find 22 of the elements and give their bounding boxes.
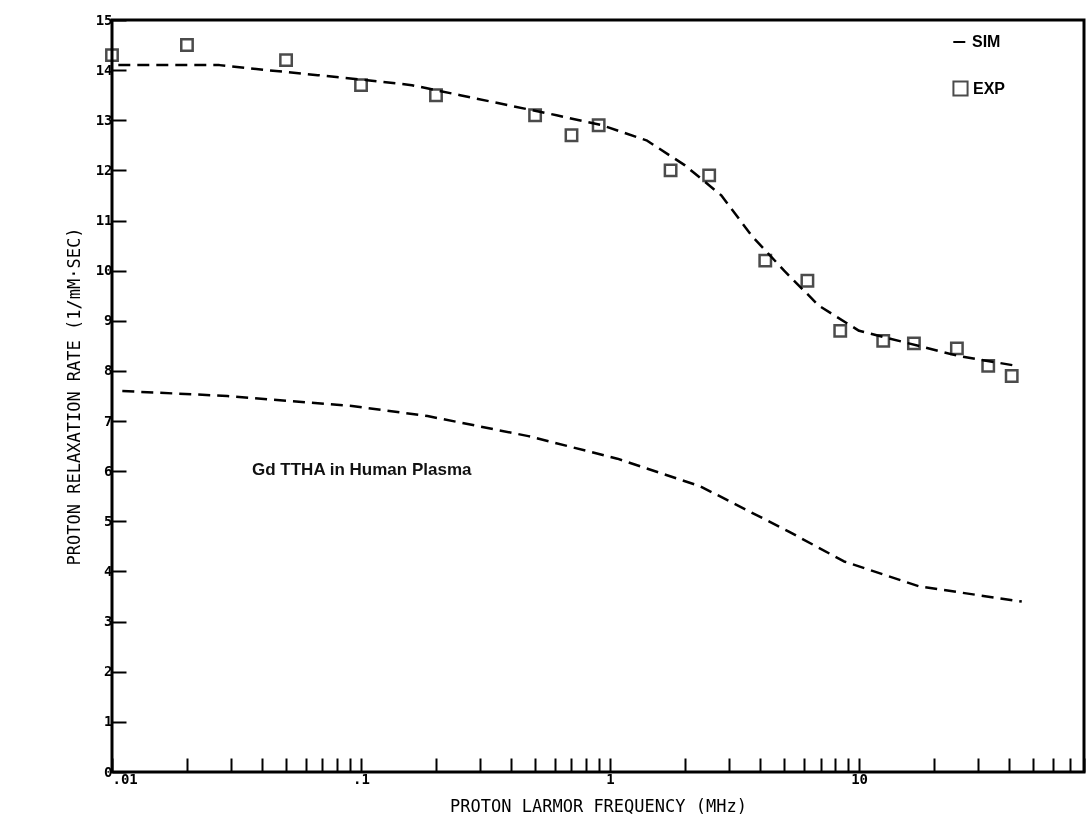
legend-label: EXP (973, 79, 1006, 97)
x-tick-label: 10 (851, 770, 869, 787)
y-tick-label: 14 (95, 61, 113, 78)
y-tick-label: 15 (95, 11, 113, 28)
y-tick-label: 7 (104, 412, 113, 429)
y-tick-label: 11 (95, 212, 113, 229)
y-tick-label: 13 (95, 111, 113, 128)
x-tick-label: .01 (112, 770, 138, 787)
y-tick-label: 5 (104, 512, 113, 529)
y-tick-label: 8 (104, 362, 113, 379)
x-tick-label: .1 (353, 770, 370, 787)
y-tick-label: 0 (104, 763, 113, 780)
x-tick-label: 1 (606, 770, 615, 787)
legend-label: SIM (972, 33, 1001, 50)
y-tick-label: 9 (104, 312, 113, 329)
y-tick-label: 12 (95, 161, 113, 178)
y-tick-label: 10 (95, 262, 113, 279)
x-axis-title: PROTON LARMOR FREQUENCY (MHz) (450, 795, 747, 816)
annotation: Gd TTHA in Human Plasma (252, 460, 472, 479)
y-tick-label: 2 (104, 663, 113, 680)
y-tick-label: 3 (104, 613, 113, 630)
y-axis-title: PROTON RELAXATION RATE (1/mM·SEC) (63, 227, 84, 566)
